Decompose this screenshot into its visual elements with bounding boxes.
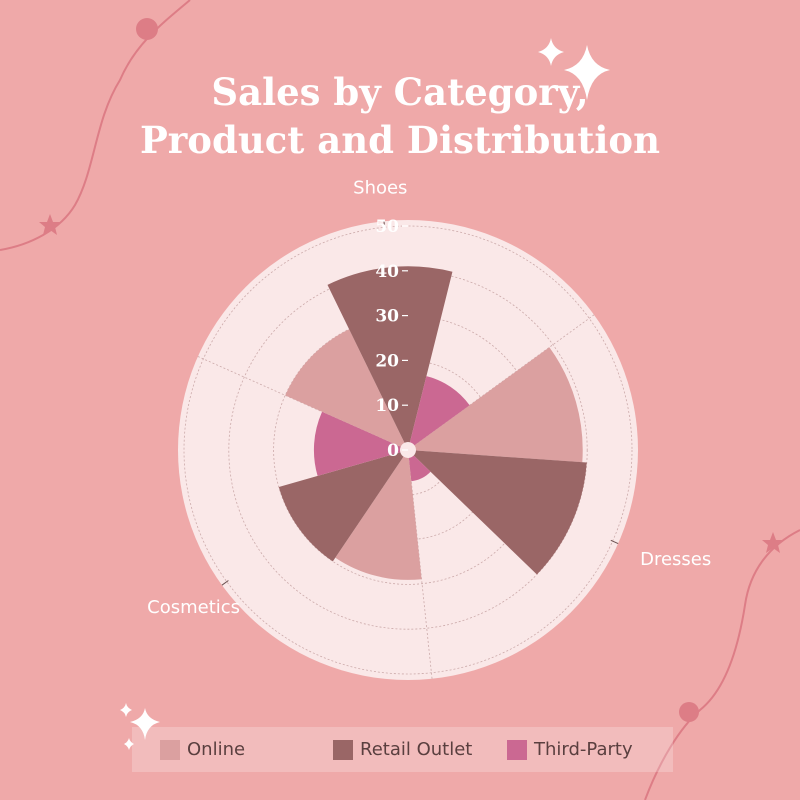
radial-tick-label-2: 20 xyxy=(375,351,399,371)
legend-label-online: Online xyxy=(187,739,246,760)
legend-item-third-party[interactable]: Third-Party xyxy=(507,727,633,772)
category-label-shoes: Shoes xyxy=(353,177,407,198)
radial-tick-label-5: 50 xyxy=(375,217,399,237)
legend-swatch-online xyxy=(160,739,180,760)
radial-tick-label-0: 0 xyxy=(387,441,399,461)
legend-item-retail-outlet[interactable]: Retail Outlet xyxy=(333,727,472,772)
category-tick-0 xyxy=(610,539,619,545)
decorative-curve-bottom-right xyxy=(644,529,800,800)
bar-shoes-third-party xyxy=(409,376,470,446)
sparkle-icon-legend-small xyxy=(120,703,132,717)
bar-dresses-online xyxy=(414,347,583,463)
sparkle-icon-large xyxy=(564,45,610,100)
angular-gridline-1 xyxy=(408,457,433,679)
legend-swatch-third-party xyxy=(507,739,527,760)
legend-item-online[interactable]: Online xyxy=(160,727,245,772)
category-tick-2 xyxy=(383,221,386,230)
category-tick-1 xyxy=(221,580,229,586)
radial-tick-label-4: 40 xyxy=(375,262,399,282)
bar-dresses-third-party xyxy=(408,455,431,482)
legend-label-retail-outlet: Retail Outlet xyxy=(360,739,473,760)
bar-cosmetics-online xyxy=(335,456,422,580)
bar-shoes-online xyxy=(285,329,405,447)
radial-tick-label-1: 10 xyxy=(375,396,399,416)
decorative-dot-bottom-right xyxy=(679,702,699,722)
legend: Online Retail Outlet Third-Party xyxy=(132,727,673,772)
category-label-dresses: Dresses xyxy=(640,549,711,570)
bar-cosmetics-third-party xyxy=(313,411,401,476)
bar-dresses-retail-outlet xyxy=(413,450,587,575)
decorative-dot-top-left xyxy=(136,18,158,40)
bar-shoes-retail-outlet xyxy=(327,266,453,443)
sparkle-icon-legend-tiny xyxy=(124,738,134,750)
chart-title-line-1: Sales by Category, xyxy=(211,70,589,114)
chart-title-line-2: Product and Distribution xyxy=(139,118,660,162)
bar-cosmetics-retail-outlet xyxy=(278,452,404,562)
category-label-cosmetics: Cosmetics xyxy=(147,597,240,618)
legend-label-third-party: Third-Party xyxy=(534,739,633,760)
radial-tick-label-3: 30 xyxy=(375,307,399,327)
radial-gridline-5 xyxy=(183,225,633,675)
sparkle-icon-small xyxy=(538,38,564,66)
star-icon-top-left xyxy=(39,214,61,235)
sparkle-icon-legend-large xyxy=(130,708,160,740)
legend-swatch-retail-outlet xyxy=(333,739,353,760)
star-icon-bottom-right xyxy=(762,532,784,553)
